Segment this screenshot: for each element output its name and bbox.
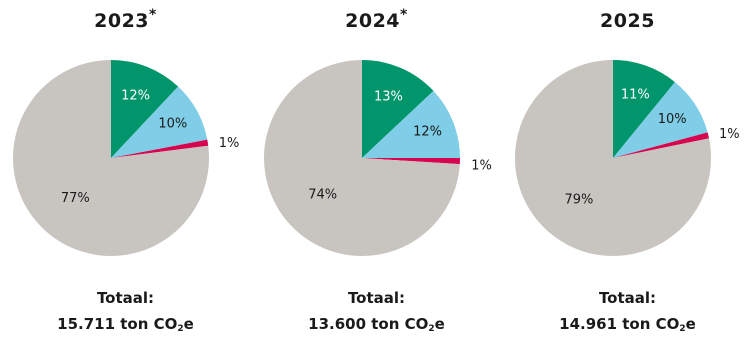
year-label: 2024 xyxy=(345,10,401,32)
year-label: 2023 xyxy=(94,10,150,32)
slice-label: 79% xyxy=(564,192,593,207)
slice-label: 10% xyxy=(658,112,687,127)
year-label: 2025 xyxy=(600,10,655,32)
chart-panel-2024: 2024* 13% 12% 1% 74% Totaal: 13.600 ton CO2… xyxy=(251,0,502,337)
chart-panel-2023: 2023* 12% 10% 1% 77% Totaal: 15.711 ton CO2… xyxy=(0,0,251,337)
pie-slice xyxy=(264,60,460,256)
pie-slice xyxy=(12,60,209,257)
pie-chart: 12% 10% 1% 77% xyxy=(12,60,240,257)
pie-slice xyxy=(362,60,434,158)
slice-label: 10% xyxy=(158,117,187,132)
chart-title: 2023* xyxy=(0,7,251,32)
slice-label: 11% xyxy=(621,88,650,103)
pie-slice xyxy=(613,132,710,158)
pie-slice xyxy=(613,82,708,158)
total-label: Totaal: xyxy=(598,289,657,307)
total-value: 15.711 ton CO2e xyxy=(57,315,194,334)
pie-slice xyxy=(111,86,208,158)
pie-slice xyxy=(515,60,711,256)
pie-chart: 11% 10% 1% 79% xyxy=(515,60,740,256)
total-value: 13.600 ton CO2e xyxy=(308,315,445,334)
total-label: Totaal: xyxy=(96,289,155,307)
total-block: Totaal: 14.961 ton CO2e xyxy=(502,285,753,342)
footnote-mark: * xyxy=(400,7,408,23)
total-block: Totaal: 15.711 ton CO2e xyxy=(0,285,251,342)
slice-label: 12% xyxy=(121,89,150,104)
chart-title: 2025 xyxy=(502,10,753,32)
total-block: Totaal: 13.600 ton CO2e xyxy=(251,285,502,342)
slice-label: 1% xyxy=(719,127,740,142)
slice-label: 13% xyxy=(374,89,403,104)
footnote-mark: * xyxy=(149,7,157,23)
total-value: 14.961 ton CO2e xyxy=(559,315,696,334)
slice-label: 12% xyxy=(413,125,442,140)
pie-chart: 13% 12% 1% 74% xyxy=(264,60,492,256)
pie-slice xyxy=(362,90,460,158)
slice-label: 1% xyxy=(471,158,492,173)
pie-slice xyxy=(111,60,179,158)
slice-label: 77% xyxy=(61,191,90,206)
chart-panel-2025: 2025 11% 10% 1% 79% Totaal: 14.961 ton CO2e xyxy=(502,0,753,337)
chart-title: 2024* xyxy=(251,7,502,32)
pie-slice xyxy=(613,60,675,158)
pie-slice xyxy=(362,158,460,165)
total-label: Totaal: xyxy=(347,289,406,307)
slice-label: 1% xyxy=(219,136,240,151)
slice-label: 74% xyxy=(308,187,337,202)
pie-slice xyxy=(111,139,209,158)
